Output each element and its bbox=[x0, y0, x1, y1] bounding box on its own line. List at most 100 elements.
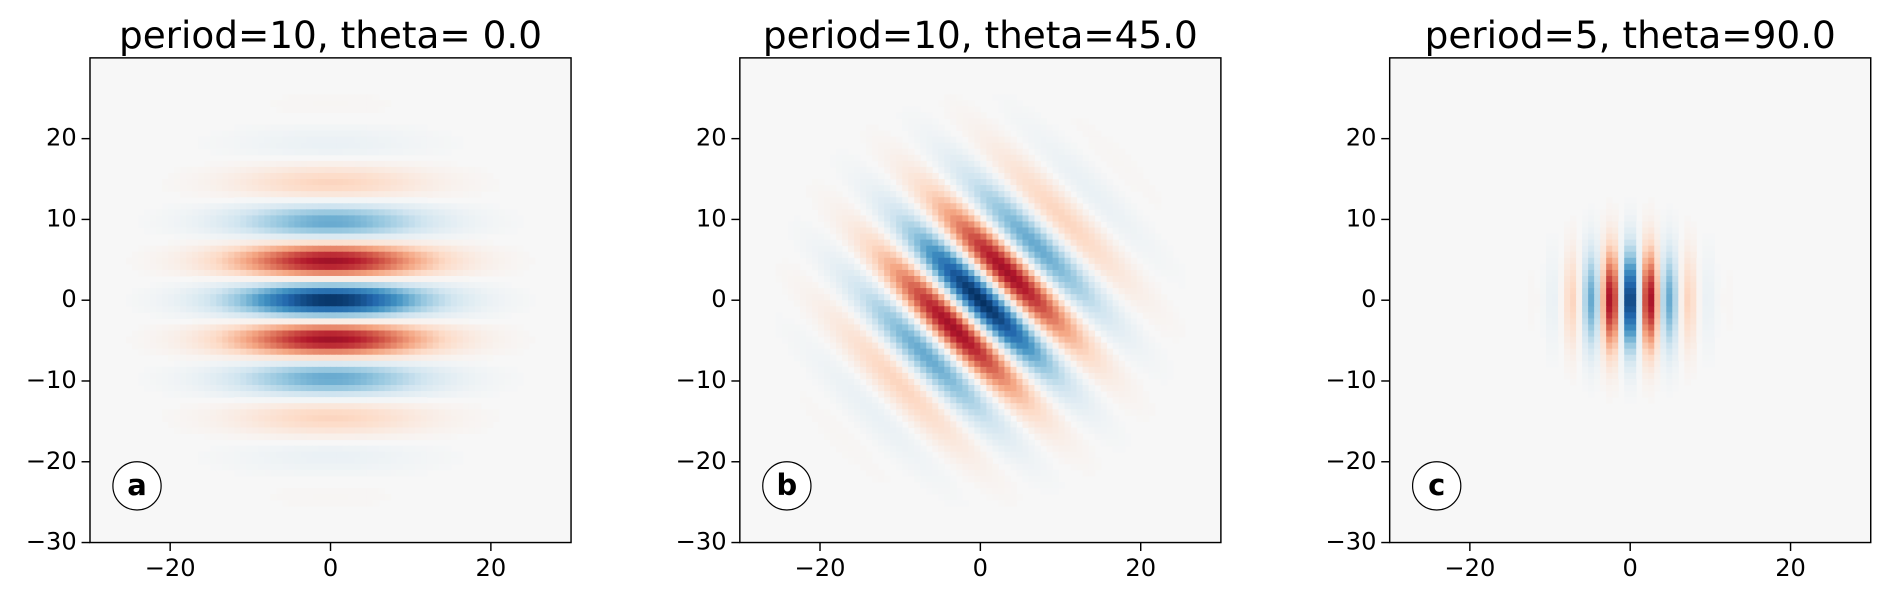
panel-label-circle bbox=[112, 461, 162, 511]
heatmap-cell bbox=[986, 288, 993, 295]
heatmap-cell bbox=[1100, 136, 1108, 144]
heatmap-cell bbox=[956, 275, 963, 283]
heatmap-cell bbox=[890, 148, 897, 156]
heatmap-cell bbox=[914, 294, 921, 301]
heatmap-cell bbox=[468, 245, 476, 253]
heatmap-cell bbox=[354, 251, 362, 259]
heatmap-cell bbox=[1070, 197, 1078, 204]
heatmap-cell bbox=[878, 306, 885, 313]
heatmap-cell bbox=[426, 445, 434, 453]
heatmap-cell bbox=[1064, 245, 1072, 253]
heatmap-cell bbox=[294, 136, 301, 144]
heatmap-cell bbox=[938, 130, 945, 138]
heatmap-cell bbox=[1094, 185, 1102, 192]
heatmap-cell bbox=[240, 354, 247, 362]
heatmap-cell bbox=[498, 245, 506, 253]
heatmap-cell bbox=[366, 372, 374, 380]
heatmap-cell bbox=[426, 209, 434, 216]
heatmap-cell bbox=[1094, 282, 1102, 289]
heatmap-cell bbox=[354, 197, 362, 204]
heatmap-cell bbox=[1016, 257, 1023, 265]
heatmap-cell bbox=[420, 257, 428, 265]
heatmap-cell bbox=[222, 294, 229, 301]
heatmap-cell bbox=[1082, 245, 1090, 253]
heatmap-cell bbox=[342, 336, 350, 344]
heatmap-cell bbox=[1028, 294, 1035, 301]
heatmap-cell bbox=[402, 197, 410, 204]
heatmap-cell bbox=[396, 360, 404, 368]
heatmap-cell bbox=[234, 239, 241, 247]
heatmap-cell bbox=[342, 372, 350, 380]
y-tick-label: 20 bbox=[46, 124, 77, 152]
heatmap-cell bbox=[1178, 263, 1186, 271]
heatmap-cell bbox=[426, 130, 434, 138]
heatmap-cell bbox=[390, 378, 398, 386]
heatmap-cell bbox=[378, 427, 386, 434]
heatmap-cell bbox=[288, 203, 295, 210]
heatmap-cell bbox=[186, 185, 193, 192]
heatmap-cell bbox=[878, 160, 885, 168]
heatmap-cell bbox=[1040, 209, 1047, 216]
heatmap-cell bbox=[450, 215, 458, 222]
heatmap-cell bbox=[1094, 288, 1102, 295]
heatmap-cell bbox=[860, 269, 867, 277]
heatmap-cell bbox=[1040, 172, 1047, 180]
heatmap-cell bbox=[372, 209, 380, 216]
heatmap-cell bbox=[480, 306, 488, 313]
heatmap-cell bbox=[294, 172, 301, 180]
heatmap-cell bbox=[1118, 282, 1126, 289]
heatmap-cell bbox=[306, 263, 313, 271]
heatmap-cell bbox=[162, 372, 169, 380]
heatmap-cell bbox=[186, 215, 193, 222]
heatmap-cell bbox=[974, 312, 981, 319]
heatmap-cell bbox=[402, 354, 410, 362]
heatmap-cell bbox=[956, 251, 963, 259]
heatmap-cell bbox=[240, 136, 247, 144]
heatmap-cell bbox=[480, 245, 488, 253]
heatmap-cell bbox=[288, 172, 295, 180]
heatmap-cell bbox=[474, 245, 482, 253]
heatmap-cell bbox=[342, 209, 350, 216]
heatmap-cell bbox=[992, 233, 999, 241]
heatmap-cell bbox=[962, 306, 969, 313]
heatmap-cell bbox=[282, 124, 289, 132]
heatmap-cell bbox=[884, 312, 891, 319]
heatmap-cell bbox=[450, 275, 458, 283]
heatmap-cell bbox=[348, 160, 356, 168]
heatmap-cell bbox=[848, 191, 855, 198]
heatmap-cell bbox=[474, 300, 482, 307]
heatmap-cell bbox=[384, 403, 392, 410]
heatmap-cell bbox=[1100, 233, 1108, 241]
heatmap-cell bbox=[787, 221, 795, 228]
heatmap-cell bbox=[1046, 227, 1054, 235]
heatmap-cell bbox=[920, 136, 927, 144]
heatmap-cell bbox=[360, 403, 368, 410]
heatmap-cell bbox=[318, 469, 325, 477]
heatmap-cell bbox=[390, 421, 398, 428]
heatmap-cell bbox=[914, 275, 921, 283]
heatmap-cell bbox=[426, 348, 434, 356]
heatmap-cell bbox=[354, 100, 362, 107]
heatmap-cell bbox=[366, 463, 374, 471]
heatmap-cell bbox=[444, 318, 452, 325]
heatmap-cell bbox=[944, 282, 951, 289]
heatmap-cell bbox=[336, 136, 344, 144]
heatmap-cell bbox=[986, 227, 993, 235]
heatmap-cell bbox=[240, 251, 247, 259]
heatmap-cell bbox=[330, 239, 338, 247]
heatmap-cell bbox=[342, 342, 350, 350]
heatmap-cell bbox=[270, 233, 277, 241]
heatmap-cell bbox=[276, 130, 283, 138]
heatmap-cell bbox=[896, 148, 903, 156]
heatmap-cell bbox=[1160, 251, 1168, 259]
heatmap-cell bbox=[186, 312, 193, 319]
heatmap-cell bbox=[390, 433, 398, 441]
heatmap-cell bbox=[450, 227, 458, 235]
heatmap-cell bbox=[1100, 148, 1108, 156]
heatmap-cell bbox=[270, 136, 277, 144]
heatmap-cell bbox=[210, 294, 217, 301]
heatmap-cell bbox=[1028, 197, 1035, 204]
heatmap-cell bbox=[240, 457, 247, 465]
heatmap-cell bbox=[908, 215, 915, 222]
heatmap-cell bbox=[468, 300, 476, 307]
